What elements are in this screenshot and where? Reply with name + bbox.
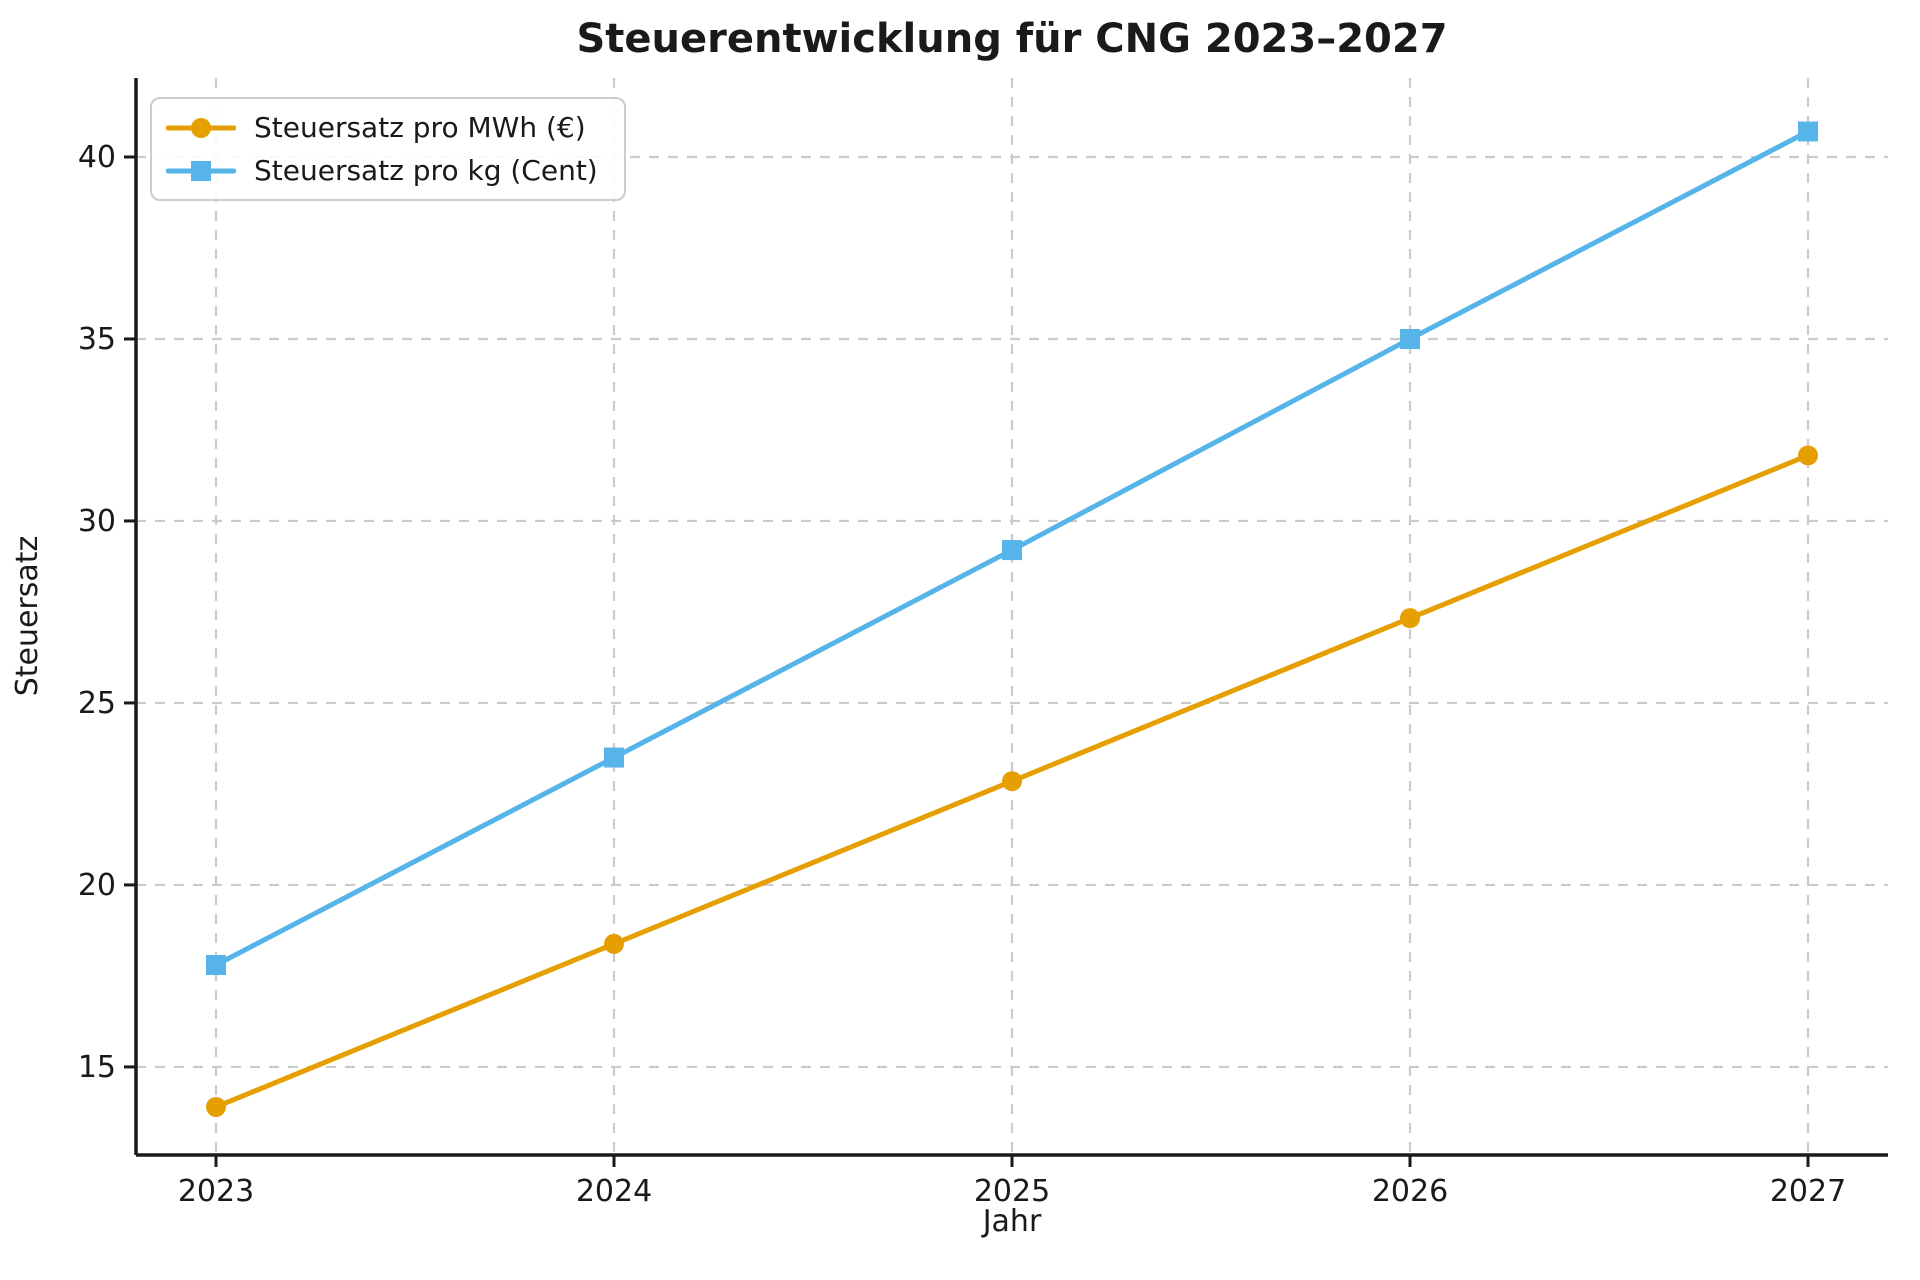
legend-marker-square — [191, 160, 211, 181]
y-tick-label: 35 — [78, 322, 116, 357]
data-point-square — [206, 955, 226, 976]
legend-item-0: Steuersatz pro MWh (€) — [166, 111, 598, 144]
data-point-circle — [1400, 608, 1420, 629]
y-tick-label: 20 — [78, 868, 116, 903]
data-point-square — [1798, 121, 1818, 142]
data-point-square — [604, 747, 624, 768]
y-tick-label: 30 — [78, 504, 116, 539]
y-tick-label: 40 — [78, 140, 116, 175]
legend-label: Steuersatz pro kg (Cent) — [254, 154, 598, 187]
data-point-circle — [206, 1096, 226, 1117]
data-point-square — [1400, 328, 1420, 349]
legend-sample-square-icon — [166, 160, 236, 181]
data-point-circle — [1002, 771, 1022, 792]
y-axis-label: Steuersatz — [10, 535, 45, 697]
y-tick-label: 15 — [78, 1050, 116, 1085]
x-axis-label: Jahr — [982, 1204, 1042, 1239]
data-point-circle — [604, 933, 624, 954]
x-tick-label: 2024 — [576, 1174, 652, 1209]
data-point-circle — [1798, 445, 1818, 466]
x-tick-label: 2027 — [1770, 1174, 1846, 1209]
y-tick-label: 25 — [78, 686, 116, 721]
legend-label: Steuersatz pro MWh (€) — [254, 111, 586, 144]
x-tick-label: 2026 — [1372, 1174, 1448, 1209]
legend-sample-circle-icon — [166, 117, 236, 138]
x-tick-label: 2023 — [178, 1174, 254, 1209]
legend-marker-circle — [191, 117, 211, 138]
legend: Steuersatz pro MWh (€) Steuersatz pro kg … — [150, 97, 626, 201]
data-point-square — [1002, 540, 1022, 561]
x-tick-label: 2025 — [974, 1174, 1050, 1209]
legend-item-1: Steuersatz pro kg (Cent) — [166, 154, 598, 187]
chart-title: Steuerentwicklung für CNG 2023–2027 — [576, 16, 1448, 62]
